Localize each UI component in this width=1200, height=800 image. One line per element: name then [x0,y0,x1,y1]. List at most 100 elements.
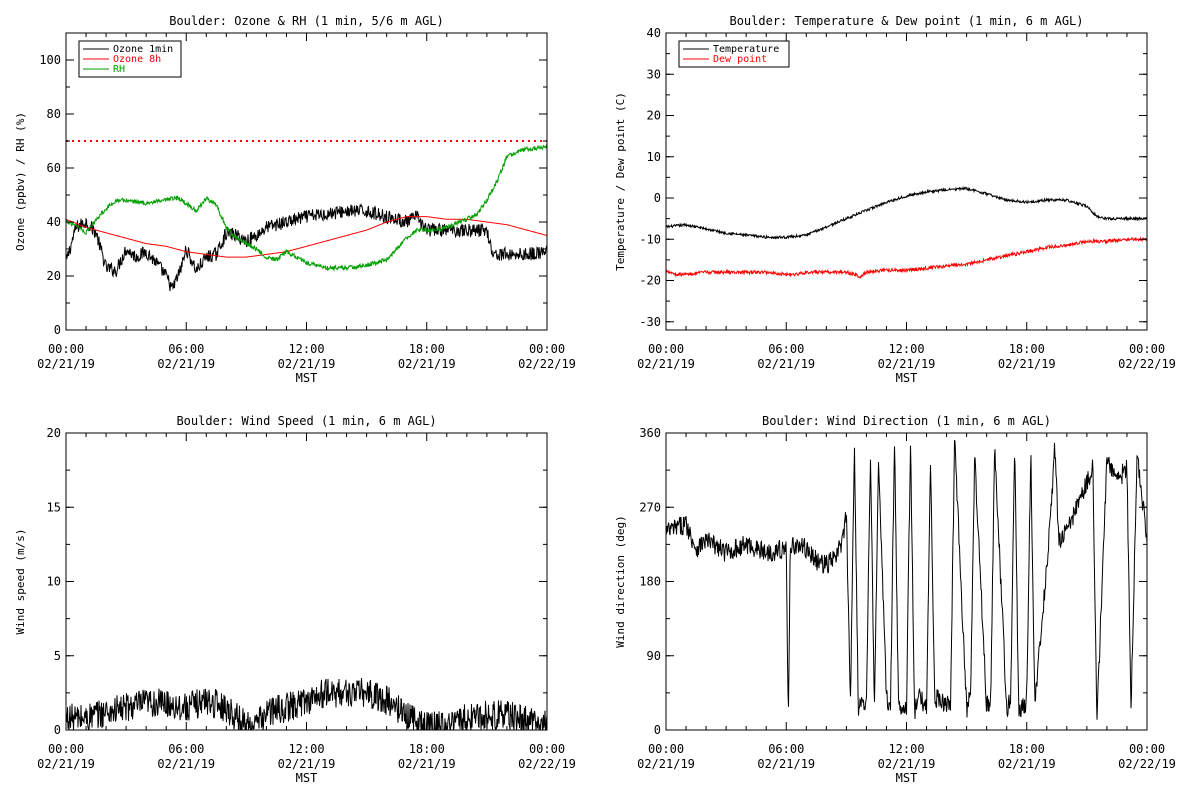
plot-frame [65,32,548,331]
x-tick-time-label: 00:00 [48,342,84,356]
x-tick-time-label: 12:00 [888,342,924,356]
legend-label: Temperature [713,44,779,55]
x-tick-time-label: 00:00 [648,342,684,356]
y-tick-label: 20 [47,426,61,440]
x-tick-time-label: 12:00 [288,742,324,756]
y-tick-label: 180 [639,575,661,589]
x-tick-time-label: 18:00 [1009,342,1045,356]
y-tick-label: 40 [647,26,661,40]
x-tick-date-label: 02/21/19 [157,357,215,371]
y-tick-label: 5 [54,649,61,663]
x-tick-date-label: 02/21/19 [757,757,815,771]
y-tick-label: 15 [47,500,61,514]
chart-title: Boulder: Wind Direction (1 min, 6 m AGL) [762,414,1051,428]
y-tick-label: 20 [47,269,61,283]
x-tick-date-label: 02/21/19 [998,357,1056,371]
y-tick-label: 20 [647,109,661,123]
y-tick-label: 0 [654,723,661,737]
x-tick-date-label: 02/21/19 [278,357,336,371]
legend-box [678,40,790,68]
plot-area [66,140,547,292]
x-axis-label: MST [296,771,318,785]
plot-frame [65,432,548,731]
x-tick-date-label: 02/21/19 [637,357,695,371]
x-tick-time-label: 18:00 [1009,742,1045,756]
series-line [666,185,1147,240]
x-tick-date-label: 02/21/19 [998,757,1056,771]
x-tick-time-label: 12:00 [288,342,324,356]
x-tick-date-label: 02/21/19 [37,357,95,371]
y-tick-label: -10 [639,232,661,246]
series-line [666,236,1147,279]
x-tick-date-label: 02/21/19 [398,757,456,771]
y-tick-label: 90 [647,649,661,663]
series-line [66,144,547,272]
x-tick-date-label: 02/22/19 [1118,757,1176,771]
x-tick-time-label: 00:00 [48,742,84,756]
x-tick-time-label: 18:00 [409,742,445,756]
y-tick-label: 10 [47,575,61,589]
x-axis-label: MST [896,371,918,385]
y-tick-label: 360 [639,426,661,440]
x-tick-date-label: 02/21/19 [398,357,456,371]
x-axis-label: MST [296,371,318,385]
x-tick-time-label: 06:00 [168,342,204,356]
y-axis-label: Wind direction (deg) [614,515,627,647]
x-tick-date-label: 02/22/19 [518,757,576,771]
x-tick-date-label: 02/22/19 [518,357,576,371]
y-tick-label: 270 [639,500,661,514]
legend-label: Dew point [713,54,767,65]
x-tick-time-label: 00:00 [529,742,565,756]
y-tick-label: 100 [39,53,61,67]
x-tick-date-label: 02/21/19 [278,757,336,771]
x-tick-time-label: 12:00 [888,742,924,756]
y-tick-label: 10 [647,150,661,164]
y-axis-label: Temperature / Dew point (C) [614,92,627,271]
x-tick-date-label: 02/21/19 [637,757,695,771]
legend-label: RH [113,64,125,75]
x-tick-time-label: 18:00 [409,342,445,356]
y-axis-label: Ozone (ppbv) / RH (%) [14,112,27,251]
y-tick-label: 80 [47,107,61,121]
x-tick-date-label: 02/22/19 [1118,357,1176,371]
plot-area [666,185,1147,279]
legend-label: Ozone 8h [113,54,161,65]
chart-panel-2: Boulder: Temperature & Dew point (1 min,… [614,14,1176,385]
x-tick-time-label: 06:00 [768,742,804,756]
chart-title: Boulder: Wind Speed (1 min, 6 m AGL) [176,414,436,428]
x-tick-date-label: 02/21/19 [878,357,936,371]
series-line [66,203,547,292]
plot-frame [665,32,1148,331]
y-tick-label: 0 [54,323,61,337]
x-tick-time-label: 00:00 [1129,742,1165,756]
y-tick-label: -20 [639,274,661,288]
legend-label: Ozone 1min [113,44,173,55]
x-tick-date-label: 02/21/19 [757,357,815,371]
y-tick-label: 30 [647,67,661,81]
x-tick-date-label: 02/21/19 [157,757,215,771]
y-tick-label: 40 [47,215,61,229]
chart-title: Boulder: Temperature & Dew point (1 min,… [729,14,1083,28]
plot-area [666,439,1147,720]
y-tick-label: 0 [654,191,661,205]
series-line [666,439,1147,720]
y-tick-label: 60 [47,161,61,175]
chart-panel-3: Boulder: Wind Speed (1 min, 6 m AGL) Wind… [14,414,576,785]
y-tick-label: -30 [639,315,661,329]
x-tick-date-label: 02/21/19 [37,757,95,771]
x-tick-time-label: 00:00 [648,742,684,756]
x-tick-time-label: 06:00 [768,342,804,356]
x-tick-time-label: 00:00 [1129,342,1165,356]
y-axis-label: Wind speed (m/s) [14,529,27,635]
x-tick-time-label: 00:00 [529,342,565,356]
chart-panel-1: Boulder: Ozone & RH (1 min, 5/6 m AGL) Oz… [14,14,576,385]
x-tick-date-label: 02/21/19 [878,757,936,771]
y-tick-label: 0 [54,723,61,737]
x-axis-label: MST [896,771,918,785]
chart-title: Boulder: Ozone & RH (1 min, 5/6 m AGL) [169,14,444,28]
x-tick-time-label: 06:00 [168,742,204,756]
chart-panel-4: Boulder: Wind Direction (1 min, 6 m AGL)… [614,414,1176,785]
